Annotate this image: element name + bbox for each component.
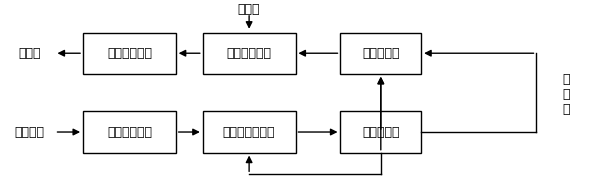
Text: 浓缩液: 浓缩液 [238, 3, 260, 16]
Text: 反渗透集水箱: 反渗透集水箱 [227, 47, 272, 60]
FancyBboxPatch shape [83, 111, 176, 153]
FancyBboxPatch shape [340, 111, 421, 153]
Text: 染料废水: 染料废水 [14, 125, 44, 139]
FancyBboxPatch shape [203, 33, 296, 74]
Text: 光催化氧化单元: 光催化氧化单元 [223, 125, 275, 139]
FancyBboxPatch shape [203, 111, 296, 153]
Text: 反渗透膜组件: 反渗透膜组件 [107, 47, 152, 60]
Text: 浓
缩
液: 浓 缩 液 [563, 73, 570, 116]
FancyBboxPatch shape [83, 33, 176, 74]
Text: 超滤膜组件: 超滤膜组件 [362, 47, 400, 60]
FancyBboxPatch shape [340, 33, 421, 74]
Text: 回用水: 回用水 [18, 47, 41, 60]
Text: 超滤集水箱: 超滤集水箱 [362, 125, 400, 139]
Text: 初步过滤装置: 初步过滤装置 [107, 125, 152, 139]
